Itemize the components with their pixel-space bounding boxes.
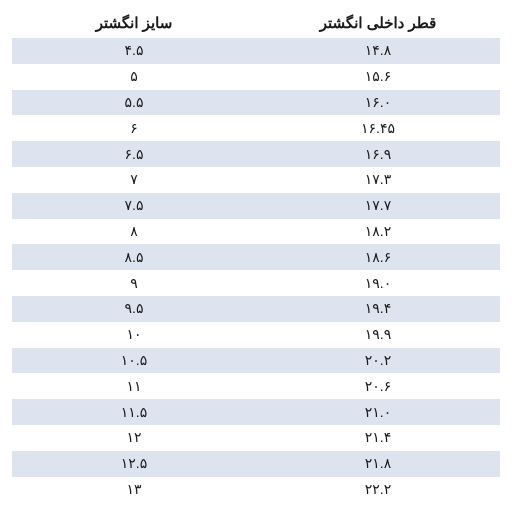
cell-diameter: ۱۸.۲ xyxy=(256,223,500,240)
cell-size: ۸ xyxy=(12,223,256,240)
cell-diameter: ۲۱.۴ xyxy=(256,429,500,446)
cell-size: ۱۰.۵ xyxy=(12,352,256,369)
cell-size: ۱۰ xyxy=(12,326,256,343)
table-row: ۱۶.۴۵۶ xyxy=(12,115,500,141)
cell-size: ۶ xyxy=(12,120,256,137)
table-row: ۱۶.۹۶.۵ xyxy=(12,141,500,167)
table-row: ۱۷.۳۷ xyxy=(12,167,500,193)
cell-size: ۵.۵ xyxy=(12,94,256,111)
table-row: ۱۷.۷۷.۵ xyxy=(12,193,500,219)
table-row: ۲۱.۴۱۲ xyxy=(12,425,500,451)
cell-diameter: ۱۷.۷ xyxy=(256,197,500,214)
cell-diameter: ۱۸.۶ xyxy=(256,249,500,266)
cell-size: ۶.۵ xyxy=(12,146,256,163)
table-row: ۱۵.۶۵ xyxy=(12,64,500,90)
cell-diameter: ۲۰.۶ xyxy=(256,378,500,395)
cell-size: ۷.۵ xyxy=(12,197,256,214)
cell-diameter: ۱۶.۰ xyxy=(256,94,500,111)
table-row: ۱۹.۰۹ xyxy=(12,270,500,296)
cell-size: ۸.۵ xyxy=(12,249,256,266)
table-row: ۲۱.۸۱۲.۵ xyxy=(12,451,500,477)
table-row: ۱۹.۴۹.۵ xyxy=(12,296,500,322)
cell-size: ۱۲.۵ xyxy=(12,455,256,472)
table-row: ۱۸.۶۸.۵ xyxy=(12,244,500,270)
cell-diameter: ۱۴.۸ xyxy=(256,42,500,59)
cell-size: ۴.۵ xyxy=(12,42,256,59)
cell-size: ۹.۵ xyxy=(12,300,256,317)
cell-size: ۱۱ xyxy=(12,378,256,395)
cell-size: ۵ xyxy=(12,68,256,85)
cell-diameter: ۲۱.۰ xyxy=(256,404,500,421)
cell-diameter: ۲۲.۲ xyxy=(256,481,500,498)
cell-size: ۱۲ xyxy=(12,429,256,446)
ring-size-table: قطر داخلی انگشتر سایز انگشتر ۱۴.۸۴.۵۱۵.۶… xyxy=(12,8,500,502)
cell-size: ۷ xyxy=(12,171,256,188)
table-row: ۲۰.۶۱۱ xyxy=(12,373,500,399)
cell-diameter: ۱۶.۴۵ xyxy=(256,120,500,137)
cell-diameter: ۱۶.۹ xyxy=(256,146,500,163)
table-row: ۱۹.۹۱۰ xyxy=(12,322,500,348)
cell-diameter: ۱۵.۶ xyxy=(256,68,500,85)
header-diameter: قطر داخلی انگشتر xyxy=(256,8,500,38)
cell-diameter: ۲۰.۲ xyxy=(256,352,500,369)
table-row: ۱۴.۸۴.۵ xyxy=(12,38,500,64)
table-body: ۱۴.۸۴.۵۱۵.۶۵۱۶.۰۵.۵۱۶.۴۵۶۱۶.۹۶.۵۱۷.۳۷۱۷.… xyxy=(12,38,500,502)
header-size: سایز انگشتر xyxy=(12,8,256,38)
cell-size: ۹ xyxy=(12,275,256,292)
cell-diameter: ۱۹.۴ xyxy=(256,300,500,317)
table-row: ۲۰.۲۱۰.۵ xyxy=(12,348,500,374)
cell-size: ۱۳ xyxy=(12,481,256,498)
table-row: ۲۲.۲۱۳ xyxy=(12,477,500,503)
cell-size: ۱۱.۵ xyxy=(12,404,256,421)
table-row: ۱۸.۲۸ xyxy=(12,219,500,245)
table-row: ۲۱.۰۱۱.۵ xyxy=(12,399,500,425)
cell-diameter: ۲۱.۸ xyxy=(256,455,500,472)
cell-diameter: ۱۹.۰ xyxy=(256,275,500,292)
cell-diameter: ۱۷.۳ xyxy=(256,171,500,188)
table-row: ۱۶.۰۵.۵ xyxy=(12,90,500,116)
table-header: قطر داخلی انگشتر سایز انگشتر xyxy=(12,8,500,38)
cell-diameter: ۱۹.۹ xyxy=(256,326,500,343)
